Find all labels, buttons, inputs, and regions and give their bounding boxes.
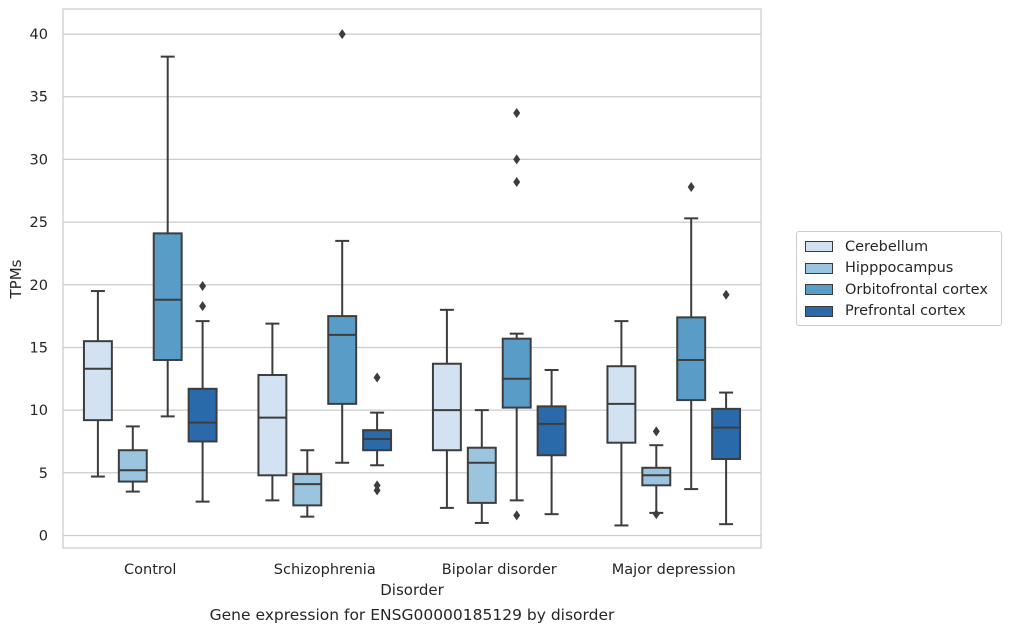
box-body [466, 446, 497, 504]
box-3-1 [362, 372, 393, 496]
x-tick-label: Schizophrenia [274, 562, 376, 578]
outlier-point [373, 372, 381, 383]
outlier-point [722, 289, 730, 300]
legend-swatch-cerebellum [805, 241, 833, 253]
legend: Cerebellum Hipppocampus Orbitofrontal co… [796, 231, 1002, 326]
legend-label-prefrontal: Prefrontal cortex [845, 303, 966, 320]
box-body [711, 407, 742, 461]
y-tick-label: 15 [30, 340, 48, 356]
box-0-0 [82, 290, 113, 478]
legend-item-hippocampus: Hipppocampus [805, 258, 993, 280]
tick-layer: 0 5 10 15 20 25 30 35 40 Control Schizophrenia Bipo… [30, 27, 736, 578]
y-tick-label: 5 [39, 466, 48, 482]
box-body [641, 466, 672, 487]
box-0-1 [257, 322, 288, 502]
outlier-point [652, 509, 660, 520]
outlier-point [513, 108, 521, 119]
legend-swatch-prefrontal [805, 305, 833, 317]
box-0-3 [606, 320, 637, 527]
box-3-0 [187, 281, 218, 503]
legend-item-orbitofrontal: Orbitofrontal cortex [805, 279, 993, 301]
box-2-0 [152, 55, 183, 418]
outlier-point [687, 181, 695, 192]
plot-frame [62, 8, 762, 549]
box-2-2 [501, 108, 532, 521]
legend-item-prefrontal: Prefrontal cortex [805, 301, 993, 323]
y-tick-label: 0 [39, 528, 48, 544]
box-1-0 [117, 425, 148, 493]
box-body [362, 429, 393, 452]
box-body [152, 232, 183, 361]
y-axis-label: TPMs [7, 259, 25, 299]
box-body [327, 315, 358, 405]
x-tick-label: Control [124, 562, 176, 578]
outlier-point [373, 485, 381, 496]
box-body [117, 449, 148, 483]
outlier-point [199, 301, 207, 312]
box-body [292, 473, 323, 507]
legend-swatch-orbitofrontal [805, 284, 833, 296]
y-tick-label: 30 [30, 152, 48, 168]
outlier-point [652, 426, 660, 437]
box-1-2 [466, 409, 497, 524]
y-tick-label: 10 [30, 403, 48, 419]
chart-caption: Gene expression for ENSG00000185129 by d… [209, 606, 615, 624]
x-axis-label: Disorder [380, 581, 444, 599]
legend-swatch-hippocampus [805, 262, 833, 274]
box-1-3 [641, 426, 672, 520]
legend-item-cerebellum: Cerebellum [805, 236, 993, 258]
x-tick-label: Bipolar disorder [442, 562, 557, 578]
box-0-2 [431, 308, 462, 509]
box-1-1 [292, 449, 323, 518]
y-tick-label: 25 [30, 215, 48, 231]
outlier-point [513, 176, 521, 187]
box-layer [82, 29, 742, 527]
box-body [676, 316, 707, 402]
box-2-3 [676, 181, 707, 491]
legend-label-hippocampus: Hipppocampus [845, 260, 954, 277]
outlier-point [513, 510, 521, 521]
legend-label-orbitofrontal: Orbitofrontal cortex [845, 281, 988, 298]
outlier-point [199, 281, 207, 292]
y-tick-label: 40 [30, 27, 48, 43]
box-2-1 [327, 29, 358, 464]
outlier-point [338, 29, 346, 40]
outlier-point [513, 154, 521, 165]
box-3-3 [711, 289, 742, 526]
box-body [187, 387, 218, 443]
box-body [431, 362, 462, 452]
legend-label-cerebellum: Cerebellum [845, 238, 929, 255]
box-body [501, 337, 532, 409]
x-tick-label: Major depression [612, 562, 736, 578]
outlier-point [373, 480, 381, 491]
box-3-2 [536, 369, 567, 516]
box-body [536, 405, 567, 457]
box-body [82, 340, 113, 422]
box-body [257, 374, 288, 477]
y-tick-label: 35 [30, 90, 48, 106]
y-tick-label: 20 [30, 278, 48, 294]
